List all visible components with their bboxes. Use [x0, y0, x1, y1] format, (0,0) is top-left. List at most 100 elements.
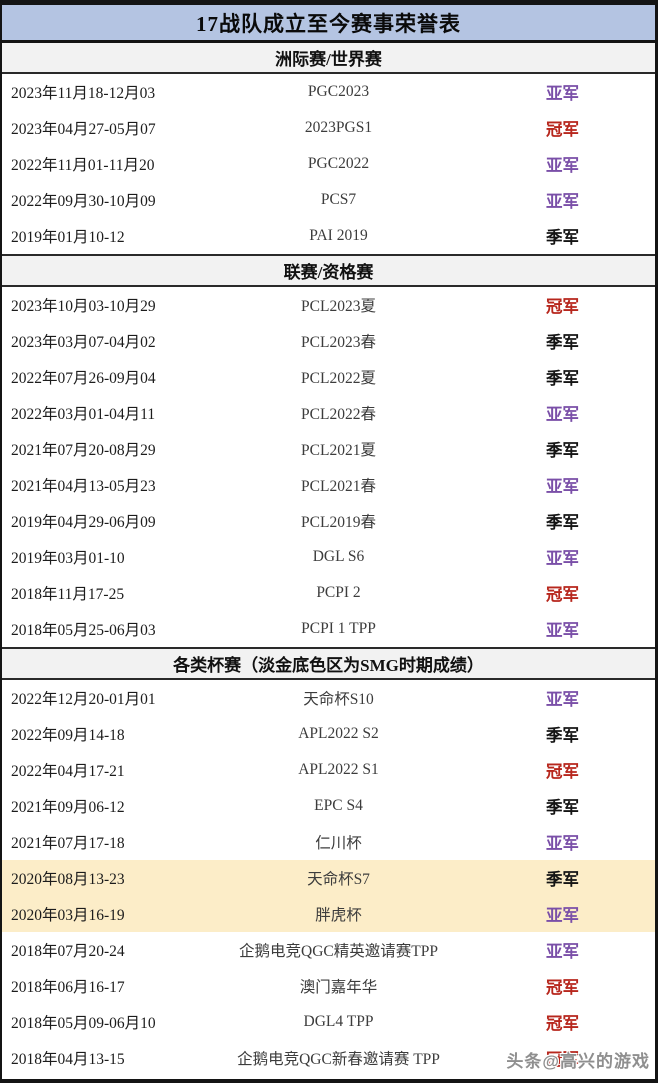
table-row: 2018年04月13-15 企鹅电竞QGC新春邀请赛 TPP 冠军: [2, 1040, 655, 1076]
row-date: 2023年11月18-12月03: [11, 85, 156, 102]
row-date: 2022年04月17-21: [11, 763, 125, 780]
row-result: 冠军: [546, 120, 579, 139]
row-result: 亚军: [546, 942, 579, 961]
row-result: 冠军: [546, 978, 579, 997]
row-result: 亚军: [546, 477, 579, 496]
row-tournament: EPC S4: [314, 797, 363, 814]
table-row: 2022年09月30-10月09 PCS7 亚军: [2, 182, 655, 218]
row-result: 亚军: [546, 690, 579, 709]
table-row: 2022年12月20-01月01 天命杯S10 亚军: [2, 680, 655, 716]
row-result: 季军: [546, 870, 579, 889]
table-row: 2021年09月06-12 EPC S4 季军: [2, 788, 655, 824]
table-row: 2023年04月27-05月07 2023PGS1 冠军: [2, 110, 655, 146]
row-date: 2021年04月13-05月23: [11, 478, 156, 495]
table-row: 2023年11月18-12月03 PGC2023 亚军: [2, 74, 655, 110]
table-row: 2018年05月09-06月10 DGL4 TPP 冠军: [2, 1004, 655, 1040]
table-title-bar: 17战队成立至今赛事荣誉表: [2, 5, 655, 43]
row-tournament: PCL2022夏: [301, 370, 376, 387]
row-tournament: 天命杯S7: [307, 871, 370, 888]
table-row: 2019年03月01-10 DGL S6 亚军: [2, 539, 655, 575]
row-date: 2019年03月01-10: [11, 550, 125, 567]
table-section: 联赛/资格赛 2023年10月03-10月29 PCL2023夏 冠军 2023…: [2, 254, 655, 647]
row-date: 2022年07月26-09月04: [11, 370, 156, 387]
table-row: 2021年04月13-05月23 PCL2021春 亚军: [2, 467, 655, 503]
row-date: 2019年01月10-12: [11, 229, 125, 246]
row-tournament: PAI 2019: [309, 227, 368, 244]
row-result: 季军: [546, 441, 579, 460]
row-result: 冠军: [546, 297, 579, 316]
row-result: 亚军: [546, 192, 579, 211]
row-result: 季军: [546, 369, 579, 388]
row-tournament: PCPI 1 TPP: [301, 620, 376, 637]
row-result: 季军: [546, 513, 579, 532]
row-tournament: 企鹅电竞QGC新春邀请赛 TPP: [237, 1051, 440, 1068]
section-rows: 2022年12月20-01月01 天命杯S10 亚军 2022年09月14-18…: [2, 680, 655, 1076]
row-date: 2021年07月20-08月29: [11, 442, 156, 459]
table-row: 2020年03月16-19 胖虎杯 亚军: [2, 896, 655, 932]
row-tournament: 澳门嘉年华: [299, 979, 378, 996]
row-date: 2022年03月01-04月11: [11, 406, 156, 423]
table-row: 2018年06月16-17 澳门嘉年华 冠军: [2, 968, 655, 1004]
row-tournament: PCL2021春: [301, 478, 376, 495]
row-tournament: PCS7: [320, 191, 357, 208]
row-tournament: 天命杯S10: [303, 691, 374, 708]
row-tournament: PCPI 2: [316, 584, 361, 601]
row-result: 亚军: [546, 84, 579, 103]
section-header: 联赛/资格赛: [2, 254, 655, 287]
row-result: 冠军: [546, 1014, 579, 1033]
row-result: 亚军: [546, 621, 579, 640]
table-row: 2023年03月07-04月02 PCL2023春 季军: [2, 323, 655, 359]
row-date: 2020年08月13-23: [11, 871, 125, 888]
section-header: 洲际赛/世界赛: [2, 43, 655, 74]
row-date: 2022年12月20-01月01: [11, 691, 156, 708]
table-section: 各类杯赛（淡金底色区为SMG时期成绩） 2022年12月20-01月01 天命杯…: [2, 647, 655, 1076]
table-row: 2020年08月13-23 天命杯S7 季军: [2, 860, 655, 896]
row-date: 2022年09月14-18: [11, 727, 125, 744]
row-date: 2019年04月29-06月09: [11, 514, 156, 531]
row-tournament: PCL2021夏: [301, 442, 376, 459]
row-result: 亚军: [546, 405, 579, 424]
table-row: 2023年10月03-10月29 PCL2023夏 冠军: [2, 287, 655, 323]
section-rows: 2023年11月18-12月03 PGC2023 亚军 2023年04月27-0…: [2, 74, 655, 254]
row-result: 亚军: [546, 906, 579, 925]
row-date: 2020年03月16-19: [11, 907, 125, 924]
row-result: 季军: [546, 798, 579, 817]
row-date: 2018年04月13-15: [11, 1051, 125, 1068]
watermark-text: 头条@高兴的游戏: [506, 1052, 650, 1071]
row-date: 2023年04月27-05月07: [11, 121, 156, 138]
row-date: 2018年06月16-17: [11, 979, 125, 996]
row-tournament: PGC2023: [307, 83, 370, 100]
row-date: 2023年03月07-04月02: [11, 334, 156, 351]
table-section: 洲际赛/世界赛 2023年11月18-12月03 PGC2023 亚军 2023…: [2, 43, 655, 254]
table-row: 2022年11月01-11月20 PGC2022 亚军: [2, 146, 655, 182]
table-row: 2018年11月17-25 PCPI 2 冠军: [2, 575, 655, 611]
row-tournament: DGL S6: [312, 548, 365, 565]
row-result: 季军: [546, 228, 579, 247]
page-title: 17战队成立至今赛事荣誉表: [196, 11, 461, 36]
section-header: 各类杯赛（淡金底色区为SMG时期成绩）: [2, 647, 655, 680]
table-row: 2022年09月14-18 APL2022 S2 季军: [2, 716, 655, 752]
row-tournament: DGL4 TPP: [303, 1013, 374, 1030]
row-tournament: PGC2022: [307, 155, 370, 172]
watermark: 头条@高兴的游戏: [506, 1047, 650, 1072]
row-result: 冠军: [546, 1050, 579, 1069]
row-tournament: PCL2023春: [301, 334, 376, 351]
row-tournament: 企鹅电竞QGC精英邀请赛TPP: [239, 943, 438, 960]
table-row: 2021年07月17-18 仁川杯 亚军: [2, 824, 655, 860]
table-body: 洲际赛/世界赛 2023年11月18-12月03 PGC2023 亚军 2023…: [2, 43, 655, 1076]
table-row: 2022年07月26-09月04 PCL2022夏 季军: [2, 359, 655, 395]
row-result: 季军: [546, 333, 579, 352]
row-result: 冠军: [546, 585, 579, 604]
table-row: 2021年07月20-08月29 PCL2021夏 季军: [2, 431, 655, 467]
row-date: 2022年09月30-10月09: [11, 193, 156, 210]
row-tournament: APL2022 S2: [298, 725, 379, 742]
row-result: 季军: [546, 726, 579, 745]
row-date: 2018年05月09-06月10: [11, 1015, 156, 1032]
row-tournament: PCL2022春: [301, 406, 376, 423]
row-tournament: PCL2023夏: [301, 298, 376, 315]
row-date: 2018年11月17-25: [11, 586, 125, 603]
row-date: 2023年10月03-10月29: [11, 298, 156, 315]
table-row: 2022年03月01-04月11 PCL2022春 亚军: [2, 395, 655, 431]
row-result: 冠军: [546, 762, 579, 781]
table-row: 2018年05月25-06月03 PCPI 1 TPP 亚军: [2, 611, 655, 647]
